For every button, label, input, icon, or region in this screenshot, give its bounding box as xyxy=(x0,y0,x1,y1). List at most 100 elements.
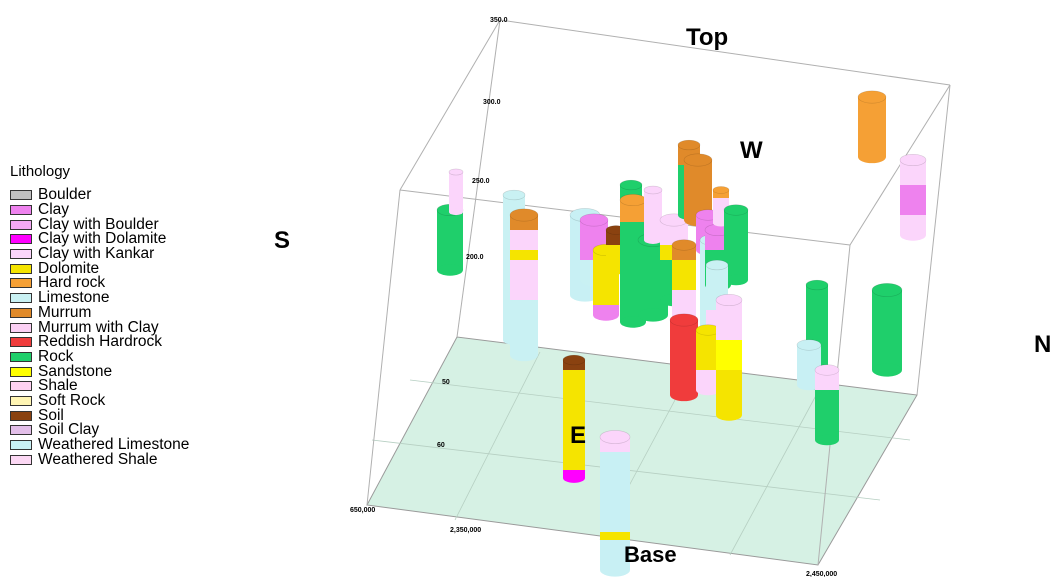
borehole xyxy=(671,239,697,326)
borehole-segment xyxy=(510,300,538,355)
legend-label: Sandstone xyxy=(38,362,113,380)
legend-label: Hard rock xyxy=(38,274,106,292)
legend-label: Clay with Kankar xyxy=(38,245,155,263)
direction-west-label: W xyxy=(740,137,763,164)
legend-label: Murrum xyxy=(38,303,92,321)
borehole-bottom xyxy=(600,563,630,577)
legend-item: Weathered Limestone xyxy=(10,436,190,454)
borehole-segment xyxy=(620,200,646,222)
boreholes xyxy=(436,90,927,577)
legend-item: Soil Clay xyxy=(10,421,189,439)
borehole-segment xyxy=(563,370,585,470)
legend-label: Dolomite xyxy=(38,259,100,277)
legend-label: Rock xyxy=(38,347,74,365)
legend-label: Clay with Boulder xyxy=(38,215,159,233)
legend-swatch xyxy=(10,278,32,289)
borehole-cap xyxy=(448,168,464,176)
borehole xyxy=(436,203,464,276)
borehole xyxy=(871,283,903,377)
borehole-bottom xyxy=(670,388,698,402)
borehole xyxy=(448,168,464,216)
borehole-bottom xyxy=(716,409,742,421)
legend-swatch xyxy=(10,381,32,392)
legend-label: Soil xyxy=(38,406,64,424)
legend-label: Weathered Shale xyxy=(38,450,158,468)
borehole-cap xyxy=(705,259,729,271)
legend-swatch xyxy=(10,366,32,377)
borehole xyxy=(857,90,887,164)
borehole-cap xyxy=(579,213,609,227)
borehole-segment xyxy=(716,370,742,415)
borehole-segment xyxy=(644,190,662,240)
legend-item: Clay with Kankar xyxy=(10,245,189,263)
easting-label: 650,000 xyxy=(350,507,375,514)
borehole-bottom xyxy=(815,434,839,446)
borehole-cap xyxy=(683,153,713,167)
legend-item: Clay with Dolamite xyxy=(10,230,189,248)
borehole-segment xyxy=(510,260,538,300)
borehole-bottom xyxy=(724,274,748,286)
borehole-bottom xyxy=(449,208,463,216)
legend-label: Reddish Hardrock xyxy=(38,333,163,351)
borehole-cap xyxy=(857,90,887,104)
legend-swatch xyxy=(10,337,32,348)
borehole-segment xyxy=(600,452,630,532)
borehole-bottom xyxy=(644,236,662,244)
legend-label: Shale xyxy=(38,377,78,395)
borehole-bottom xyxy=(638,308,668,322)
legend-label: Limestone xyxy=(38,289,110,307)
legend-swatch xyxy=(10,234,32,245)
legend-item: Soft Rock xyxy=(10,391,189,409)
northing-label: 2,350,000 xyxy=(450,527,481,534)
borehole-cap xyxy=(805,279,829,291)
legend-swatch xyxy=(10,395,32,406)
borehole-cap xyxy=(796,339,822,351)
legend-label: Soil Clay xyxy=(38,421,100,439)
elevation-label: 300.0 xyxy=(483,99,501,106)
borehole xyxy=(509,208,539,362)
borehole xyxy=(899,153,927,241)
legend-swatch xyxy=(10,454,32,465)
borehole-segment xyxy=(858,97,886,157)
borehole-cap xyxy=(715,293,743,307)
legend-item: Shale xyxy=(10,377,189,395)
borehole xyxy=(599,430,631,577)
borehole-bottom xyxy=(437,264,463,276)
borehole xyxy=(562,354,586,483)
borehole-bottom xyxy=(593,309,619,321)
borehole-cap xyxy=(509,208,539,222)
borehole-bottom xyxy=(570,288,600,302)
direction-top-label: Top xyxy=(686,24,728,51)
northing-label: 2,450,000 xyxy=(806,571,837,577)
legend-swatch xyxy=(10,351,32,362)
legend-swatch xyxy=(10,263,32,274)
legend-items: Boulder Clay Clay with Boulder Clay with Do… xyxy=(10,187,190,468)
legend-item: Murrum xyxy=(10,303,189,321)
legend-item: Clay with Boulder xyxy=(10,215,189,233)
borehole-cap xyxy=(814,364,840,376)
legend-swatch xyxy=(10,322,32,333)
elevation-label: 60 xyxy=(437,442,445,449)
legend-swatch xyxy=(10,205,32,216)
borehole-segment xyxy=(696,370,720,390)
borehole-segment xyxy=(872,290,902,370)
borehole-segment xyxy=(510,230,538,250)
legend-label: Soft Rock xyxy=(38,391,106,409)
direction-base-label: Base xyxy=(624,542,677,567)
legend-label: Murrum with Clay xyxy=(38,318,159,336)
elevation-label: 250.0 xyxy=(472,178,490,185)
borehole-bottom xyxy=(563,473,585,483)
borehole-segment xyxy=(815,370,839,390)
borehole-segment xyxy=(437,210,463,270)
legend-item: Rock xyxy=(10,347,189,365)
borehole-bottom xyxy=(872,363,902,377)
legend-label: Clay with Dolamite xyxy=(38,230,167,248)
borehole-bottom xyxy=(696,384,720,396)
borehole-segment xyxy=(815,390,839,440)
borehole-bottom xyxy=(620,316,646,328)
legend-label: Weathered Limestone xyxy=(38,436,190,454)
borehole-cap xyxy=(669,313,699,327)
borehole-cap xyxy=(502,189,526,201)
legend-swatch xyxy=(10,307,32,318)
elevation-label: 50 xyxy=(442,379,450,386)
